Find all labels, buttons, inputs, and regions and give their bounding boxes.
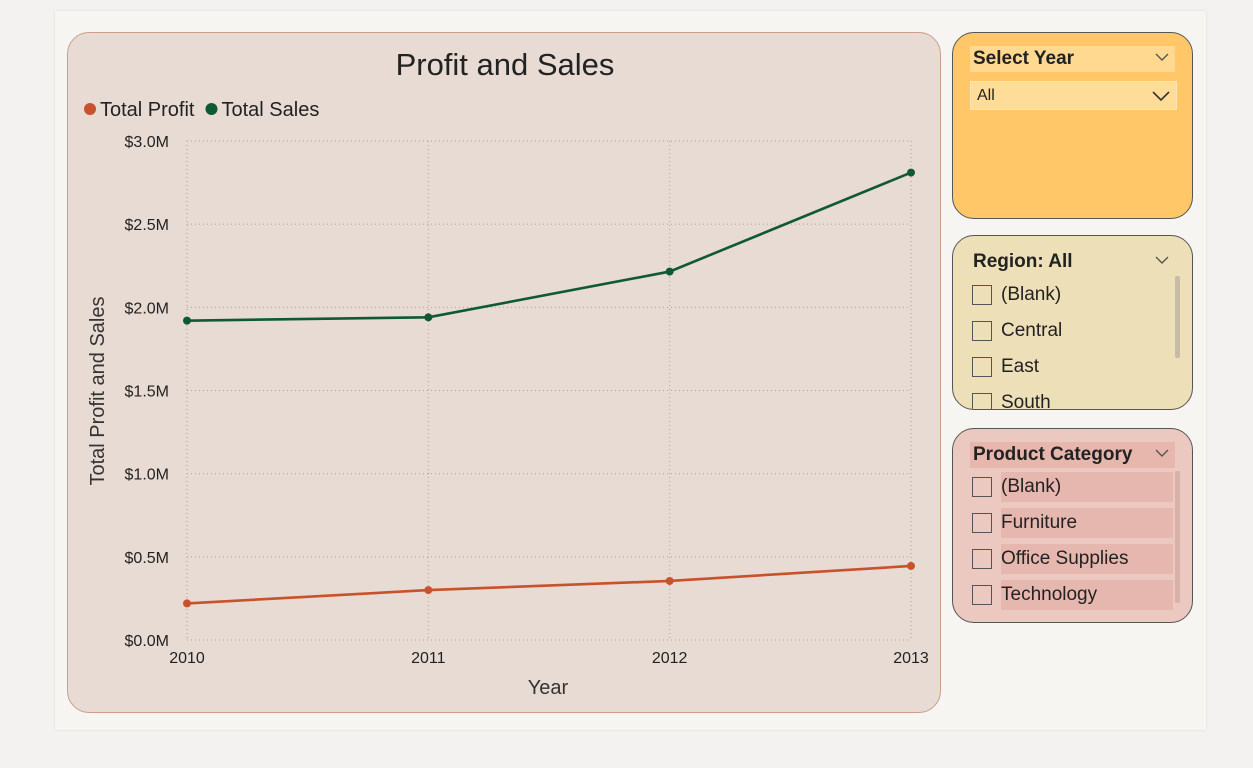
y-axis-ticks: $0.0M $0.5M $1.0M $1.5M $2.0M $2.5M $3.0M [125,134,169,650]
category-option-blank[interactable]: (Blank) [972,472,1173,502]
chevron-down-icon[interactable] [1155,253,1169,267]
checkbox[interactable] [972,585,992,605]
data-point-total-profit[interactable] [424,586,433,595]
region-option-blank[interactable]: (Blank) [972,280,1172,310]
y-tick-label: $1.0M [125,467,169,484]
region-option-label: East [1001,356,1040,377]
category-option-office-supplies[interactable]: Office Supplies [972,544,1173,574]
category-option-label: Technology [1001,580,1173,610]
region-option-label: South [1001,392,1051,410]
category-option-furniture[interactable]: Furniture [972,508,1173,538]
chevron-down-icon[interactable] [1155,446,1169,460]
checkbox[interactable] [972,513,992,533]
category-slicer: Product Category (Blank) Furniture Offic… [952,428,1193,623]
checkbox[interactable] [972,549,992,569]
data-point-total-sales[interactable] [907,168,915,177]
data-point-total-sales[interactable] [183,316,191,325]
y-axis-title: Total Profit and Sales [87,297,109,486]
legend-label-total-sales[interactable]: Total Sales [221,99,319,121]
chart-title: Profit and Sales [396,47,615,82]
legend-marker-total-profit [84,103,96,115]
x-tick-label: 2012 [652,650,688,667]
region-scrollbar[interactable] [1175,276,1180,358]
x-axis-title: Year [528,677,569,699]
year-slicer: Select Year All [952,32,1193,219]
chevron-down-icon[interactable] [1155,50,1169,64]
category-slicer-header[interactable]: Product Category [970,442,1175,468]
y-tick-label: $0.5M [125,550,169,567]
category-slicer-title: Product Category [973,444,1133,465]
year-slicer-title: Select Year [973,48,1075,69]
chart-series[interactable] [183,168,915,608]
profit-sales-line-chart[interactable]: Profit and Sales Total Profit Total Sales… [68,33,941,713]
profit-sales-chart-card: Profit and Sales Total Profit Total Sales… [67,32,941,713]
series-line-total-sales[interactable] [186,171,912,322]
x-tick-label: 2010 [169,650,205,667]
year-dropdown[interactable]: All [970,81,1177,110]
region-slicer-header[interactable]: Region: All [970,249,1175,275]
category-option-label: Furniture [1001,508,1173,538]
region-option-label: (Blank) [1001,284,1062,305]
data-point-total-sales[interactable] [665,267,674,276]
checkbox[interactable] [972,477,992,497]
y-tick-label: $2.5M [125,217,169,234]
y-tick-label: $1.5M [125,384,169,401]
y-tick-label: $3.0M [125,134,169,151]
region-slicer-title: Region: All [973,251,1073,272]
data-point-total-sales[interactable] [424,313,433,322]
category-option-label: Office Supplies [1001,544,1173,574]
series-line-total-profit[interactable] [186,564,912,605]
data-point-total-profit[interactable] [665,576,674,585]
x-axis-ticks: 2010 2011 2012 2013 [169,650,929,667]
region-slicer: Region: All (Blank) Central East South [952,235,1193,410]
y-tick-label: $2.0M [125,300,169,317]
legend-label-total-profit[interactable]: Total Profit [100,99,195,121]
x-tick-label: 2011 [411,650,446,667]
checkbox[interactable] [972,285,992,305]
y-tick-label: $0.0M [125,633,169,650]
legend-marker-total-sales [205,103,218,115]
region-option-label: Central [1001,320,1063,341]
region-option-south[interactable]: South [972,388,1172,410]
category-option-label: (Blank) [1001,472,1173,502]
category-scrollbar[interactable] [1175,471,1180,603]
x-tick-label: 2013 [893,650,929,667]
category-option-technology[interactable]: Technology [972,580,1173,610]
checkbox[interactable] [972,321,992,341]
checkbox[interactable] [972,357,992,377]
chevron-down-icon[interactable] [1152,90,1170,102]
year-dropdown-value: All [977,87,995,104]
data-point-total-profit[interactable] [183,599,191,608]
chart-grid [186,140,912,641]
region-option-east[interactable]: East [972,352,1172,382]
checkbox[interactable] [972,393,992,409]
region-option-central[interactable]: Central [972,316,1172,346]
chart-legend[interactable]: Total Profit Total Sales [84,99,319,121]
data-point-total-profit[interactable] [907,561,915,570]
year-slicer-header[interactable]: Select Year [970,46,1175,72]
